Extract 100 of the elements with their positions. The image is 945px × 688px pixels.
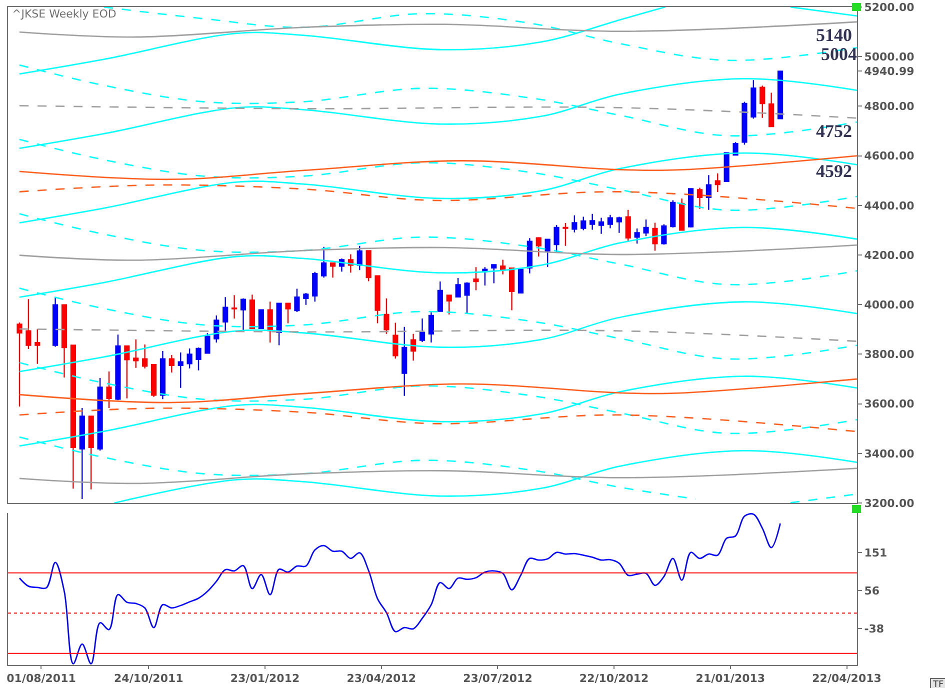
candlestick bbox=[366, 250, 372, 282]
candlestick bbox=[115, 334, 121, 401]
candlestick bbox=[742, 101, 748, 146]
candlestick bbox=[249, 294, 256, 330]
candlestick bbox=[679, 198, 685, 231]
candlestick bbox=[410, 333, 416, 362]
x-tick-label: 23/01/2012 bbox=[230, 672, 300, 686]
candlestick bbox=[330, 262, 336, 278]
candlestick bbox=[526, 238, 532, 274]
candlestick bbox=[652, 222, 658, 252]
line-series bbox=[18, 514, 781, 664]
y-tick-label: 4200.00 bbox=[864, 248, 915, 262]
candlestick bbox=[607, 214, 614, 229]
candlestick bbox=[160, 350, 166, 400]
candlestick bbox=[562, 222, 568, 246]
y-tick-label: 4600.00 bbox=[864, 150, 915, 163]
candlestick bbox=[150, 364, 157, 398]
annotation: 5004 bbox=[821, 44, 857, 64]
y-tick-label: 4940.99 bbox=[864, 65, 914, 78]
candlestick bbox=[204, 332, 210, 354]
candlestick bbox=[508, 268, 515, 311]
y-tick-label: 3400.00 bbox=[864, 447, 915, 460]
candlestick bbox=[714, 172, 720, 193]
candlestick bbox=[392, 322, 398, 360]
candlestick bbox=[79, 407, 85, 500]
candlestick bbox=[500, 259, 506, 275]
candlestick bbox=[768, 92, 774, 128]
candlestick bbox=[240, 298, 246, 332]
candlestick bbox=[590, 213, 596, 230]
candlestick bbox=[303, 292, 309, 306]
x-tick-label: 01/08/2011 bbox=[6, 672, 76, 686]
candlestick bbox=[750, 80, 756, 120]
candlestick bbox=[52, 296, 58, 348]
x-tick-label: 22/04/2013 bbox=[812, 672, 882, 686]
candlestick bbox=[491, 264, 497, 284]
candlestick bbox=[446, 294, 452, 316]
candlestick bbox=[428, 312, 434, 344]
annotation: 5140 bbox=[816, 25, 852, 45]
line-series bbox=[18, 155, 857, 180]
candlestick bbox=[124, 345, 130, 399]
candlestick bbox=[276, 302, 282, 346]
y-tick-label: 5200.00 bbox=[864, 0, 915, 14]
candlestick bbox=[554, 224, 560, 254]
candlestick bbox=[16, 322, 22, 408]
annotation: 4752 bbox=[816, 121, 852, 141]
x-tick-label: 23/07/2012 bbox=[463, 672, 532, 686]
candlestick bbox=[70, 344, 76, 490]
candlestick bbox=[616, 216, 622, 234]
candlestick bbox=[643, 218, 649, 237]
candlestick bbox=[97, 377, 103, 452]
candlestick bbox=[88, 416, 94, 490]
candlestick bbox=[26, 298, 32, 350]
y-tick-label: 56 bbox=[864, 584, 880, 598]
candlestick bbox=[402, 326, 408, 396]
candlestick bbox=[706, 174, 712, 210]
candlestick bbox=[518, 268, 524, 294]
candlestick bbox=[106, 370, 112, 409]
candlestick bbox=[178, 352, 184, 389]
candlestick bbox=[196, 346, 202, 371]
candlestick bbox=[437, 280, 443, 312]
candlestick bbox=[186, 348, 192, 369]
y-tick-label: 3200.00 bbox=[864, 496, 915, 510]
candlestick bbox=[34, 328, 40, 364]
x-tick-label: 24/10/2011 bbox=[114, 672, 184, 686]
candlestick bbox=[321, 246, 327, 278]
candlestick bbox=[133, 338, 139, 368]
candlestick bbox=[688, 188, 694, 228]
x-tick-label: 21/01/2013 bbox=[696, 672, 766, 686]
candlestick bbox=[168, 354, 174, 374]
candlestick bbox=[544, 238, 550, 268]
annotation: 4592 bbox=[816, 161, 852, 181]
y-tick-label: -38 bbox=[864, 622, 884, 636]
x-tick-label: 23/04/2012 bbox=[346, 672, 416, 686]
y-tick-label: 4400.00 bbox=[864, 199, 915, 212]
y-tick-label: 4800.00 bbox=[864, 100, 915, 114]
candlestick bbox=[294, 288, 300, 313]
candlestick bbox=[670, 200, 676, 228]
line-series bbox=[18, 407, 857, 432]
candlestick bbox=[419, 318, 426, 343]
line-series bbox=[18, 105, 857, 119]
y-tick-label: 3800.00 bbox=[864, 348, 915, 362]
y-tick-label: 5000.00 bbox=[864, 50, 915, 64]
line-series bbox=[18, 184, 857, 210]
candlestick bbox=[572, 214, 578, 234]
chart-title: ^JKSE Weekly EOD bbox=[12, 8, 116, 21]
candlestick bbox=[696, 187, 703, 210]
y-tick-label: 151 bbox=[864, 546, 888, 560]
candlestick bbox=[258, 309, 264, 330]
candlestick bbox=[232, 294, 238, 320]
candlestick bbox=[142, 344, 148, 369]
candlestick bbox=[374, 275, 380, 324]
candlestick bbox=[356, 245, 362, 271]
candlestick bbox=[634, 228, 640, 244]
candlestick bbox=[580, 216, 586, 231]
y-tick-label: 4000.00 bbox=[864, 298, 915, 312]
candlestick bbox=[384, 298, 390, 334]
candlestick bbox=[598, 217, 604, 235]
y-tick-label: 3600.00 bbox=[864, 398, 915, 411]
candlestick bbox=[455, 277, 461, 298]
line-series bbox=[18, 244, 857, 261]
